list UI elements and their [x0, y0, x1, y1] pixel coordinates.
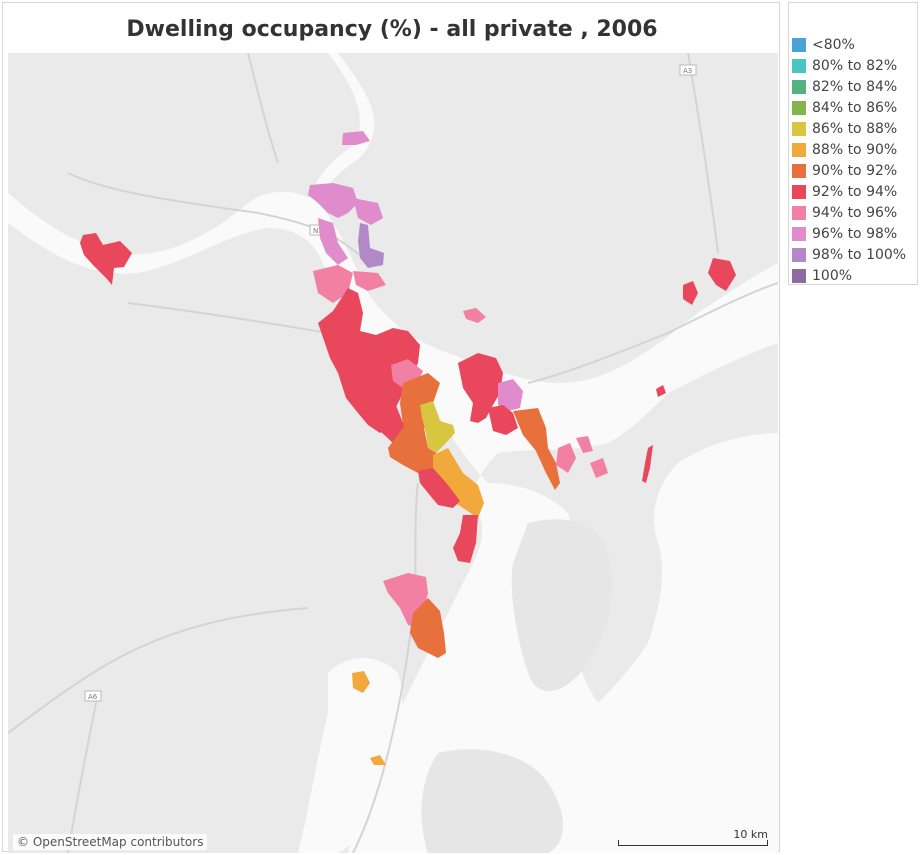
land-peninsula-south	[421, 749, 563, 853]
region-north-purple[interactable]	[358, 223, 384, 268]
road-label-a6: A6	[88, 693, 98, 701]
region-northeast-b[interactable]	[683, 281, 698, 305]
legend-item[interactable]: 92% to 94%	[789, 181, 917, 202]
legend-label: <80%	[812, 36, 855, 53]
region-east-lower[interactable]	[488, 405, 518, 435]
region-south-orange[interactable]	[410, 598, 446, 658]
region-north-b[interactable]	[353, 198, 383, 225]
map-attribution[interactable]: © OpenStreetMap contributors	[13, 834, 208, 850]
legend-item[interactable]: <80%	[789, 34, 917, 55]
region-pink-mid[interactable]	[353, 271, 386, 291]
map-panel: Dwelling occupancy (%) - all private , 2…	[2, 2, 780, 853]
region-amber-south[interactable]	[433, 448, 484, 518]
region-pink-isolated[interactable]	[463, 308, 486, 323]
region-north-small[interactable]	[342, 131, 370, 145]
legend-swatch	[792, 163, 806, 178]
legend-swatch	[792, 184, 806, 199]
region-west-lower[interactable]	[348, 373, 388, 431]
map-canvas[interactable]: A3 N1 A6	[8, 53, 778, 853]
legend-item[interactable]: 80% to 82%	[789, 55, 917, 76]
legend-label: 84% to 86%	[812, 99, 898, 116]
legend-swatch	[792, 121, 806, 136]
water-bay-west	[298, 658, 403, 853]
legend-label: 100%	[812, 267, 853, 284]
region-amber-small-b[interactable]	[370, 755, 386, 765]
region-orange-south[interactable]	[388, 423, 436, 473]
road-label-a3: A3	[683, 67, 692, 75]
region-layer[interactable]	[80, 131, 736, 765]
legend-label: 80% to 82%	[812, 57, 898, 74]
region-west-main[interactable]	[318, 288, 420, 433]
legend-item[interactable]: 94% to 96%	[789, 202, 917, 223]
region-east-purple[interactable]	[498, 379, 523, 411]
map-svg[interactable]: A3 N1 A6	[8, 53, 778, 853]
legend-label: 86% to 88%	[812, 120, 898, 137]
region-red-south[interactable]	[418, 468, 460, 508]
legend-item[interactable]: 86% to 88%	[789, 118, 917, 139]
region-pink-west[interactable]	[313, 265, 353, 303]
legend-label: 92% to 94%	[812, 183, 898, 200]
region-east-red[interactable]	[458, 353, 503, 423]
region-east-pink-a[interactable]	[556, 443, 576, 473]
region-amber-small-a[interactable]	[352, 671, 370, 693]
legend-item[interactable]: 88% to 90%	[789, 139, 917, 160]
legend-item[interactable]: 90% to 92%	[789, 160, 917, 181]
scale-label: 10 km	[733, 828, 768, 841]
legend-swatch	[792, 205, 806, 220]
region-east-sliver[interactable]	[642, 445, 653, 483]
region-east-pink-b[interactable]	[576, 436, 593, 453]
legend-item[interactable]: 96% to 98%	[789, 223, 917, 244]
legend-swatch	[792, 37, 806, 52]
legend-item[interactable]: 98% to 100%	[789, 244, 917, 265]
legend-item[interactable]: 100%	[789, 265, 917, 286]
legend-swatch	[792, 100, 806, 115]
scale-bar	[618, 840, 768, 846]
legend-swatch	[792, 58, 806, 73]
region-northeast-a[interactable]	[708, 258, 736, 291]
legend-label: 96% to 98%	[812, 225, 898, 242]
legend-swatch	[792, 79, 806, 94]
legend-label: 82% to 84%	[812, 78, 898, 95]
land-peninsula	[511, 519, 612, 692]
legend-label: 90% to 92%	[812, 162, 898, 179]
region-north-a[interactable]	[308, 183, 358, 218]
legend-label: 98% to 100%	[812, 246, 907, 263]
region-north-c[interactable]	[318, 218, 348, 265]
region-east-dot[interactable]	[656, 385, 666, 397]
region-red-spur[interactable]	[453, 515, 478, 563]
water-river	[8, 191, 778, 853]
legend-swatch	[792, 268, 806, 283]
region-west-town[interactable]	[80, 233, 132, 285]
legend-swatch	[792, 226, 806, 241]
legend-label: 88% to 90%	[812, 141, 898, 158]
scale-bar-group: 10 km	[618, 828, 768, 848]
map-title: Dwelling occupancy (%) - all private , 2…	[126, 17, 658, 42]
legend-swatch	[792, 247, 806, 262]
legend-swatch	[792, 142, 806, 157]
legend: <80% 80% to 82% 82% to 84% 84% to 86% 86…	[788, 2, 918, 285]
road-label-n1: N1	[313, 227, 323, 235]
road-shields: A3 N1 A6	[84, 64, 697, 702]
region-yellow-core[interactable]	[420, 401, 455, 453]
region-orange-core[interactable]	[400, 373, 440, 438]
region-east-orange[interactable]	[513, 408, 560, 490]
legend-label: 94% to 96%	[812, 204, 898, 221]
legend-item[interactable]: 82% to 84%	[789, 76, 917, 97]
water-river-upper	[308, 53, 375, 203]
legend-item[interactable]: 84% to 86%	[789, 97, 917, 118]
region-east-pink-c[interactable]	[590, 458, 608, 478]
